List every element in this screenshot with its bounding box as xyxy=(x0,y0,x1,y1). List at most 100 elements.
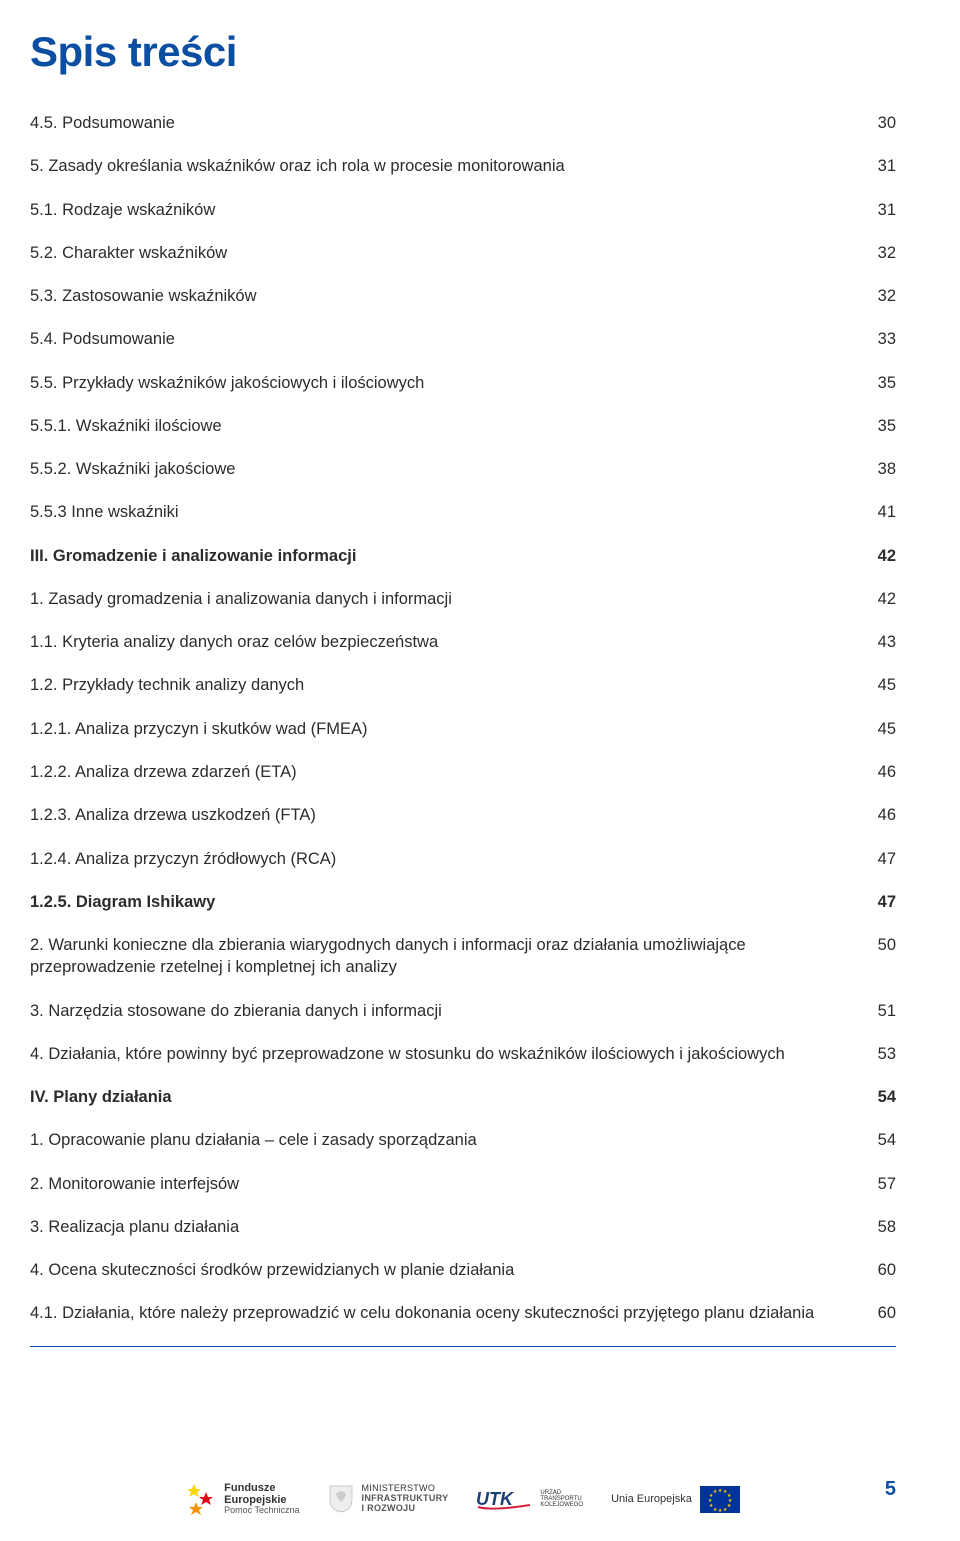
document-page: Spis treści 4.5. Podsumowanie305. Zasady… xyxy=(0,0,960,1541)
footer-logos-row: Fundusze Europejskie Pomoc Techniczna MI… xyxy=(30,1475,896,1523)
toc-row: 5.4. Podsumowanie33 xyxy=(30,328,896,350)
toc-page-number: 45 xyxy=(868,718,896,740)
toc-label: 1.2.2. Analiza drzewa zdarzeń (ETA) xyxy=(30,761,868,783)
eu-flag-icon: ★★★ ★★★ ★★★ ★★★ xyxy=(700,1486,740,1513)
toc-page-number: 43 xyxy=(868,631,896,653)
toc-label: 5.4. Podsumowanie xyxy=(30,328,868,350)
toc-label: 2. Warunki konieczne dla zbierania wiary… xyxy=(30,934,810,979)
toc-row: 5.5.1. Wskaźniki ilościowe35 xyxy=(30,415,896,437)
toc-row: 1. Opracowanie planu działania – cele i … xyxy=(30,1129,896,1151)
toc-page-number: 31 xyxy=(868,155,896,177)
page-title: Spis treści xyxy=(30,28,896,76)
toc-page-number: 47 xyxy=(868,848,896,870)
toc-page-number: 47 xyxy=(868,891,896,913)
toc-label: 1.2.3. Analiza drzewa uszkodzeń (FTA) xyxy=(30,804,868,826)
page-footer: Fundusze Europejskie Pomoc Techniczna MI… xyxy=(0,1475,960,1523)
toc-page-number: 42 xyxy=(868,545,896,567)
logo-unia-europejska: Unia Europejska ★★★ ★★★ ★★★ ★★★ xyxy=(611,1486,740,1513)
toc-label: 4.5. Podsumowanie xyxy=(30,112,868,134)
toc-row: 1.2. Przykłady technik analizy danych45 xyxy=(30,674,896,696)
toc-row: 4.1. Działania, które należy przeprowadz… xyxy=(30,1302,896,1324)
toc-label: 1.2.1. Analiza przyczyn i skutków wad (F… xyxy=(30,718,868,740)
toc-page-number: 42 xyxy=(868,588,896,610)
toc-page-number: 53 xyxy=(868,1043,896,1065)
utk-icon: UTK xyxy=(476,1487,532,1511)
toc-row: 3. Narzędzia stosowane do zbierania dany… xyxy=(30,1000,896,1022)
utk-line3: KOLEJOWEGO xyxy=(540,1502,583,1508)
toc-row: III. Gromadzenie i analizowanie informac… xyxy=(30,545,896,567)
toc-label: III. Gromadzenie i analizowanie informac… xyxy=(30,545,868,567)
toc-row: 1. Zasady gromadzenia i analizowania dan… xyxy=(30,588,896,610)
toc-label: 1.1. Kryteria analizy danych oraz celów … xyxy=(30,631,868,653)
toc-label: 5. Zasady określania wskaźników oraz ich… xyxy=(30,155,868,177)
toc-row: 5. Zasady określania wskaźników oraz ich… xyxy=(30,155,896,177)
toc-page-number: 58 xyxy=(868,1216,896,1238)
toc-label: 5.5.3 Inne wskaźniki xyxy=(30,501,868,523)
table-of-contents: 4.5. Podsumowanie305. Zasady określania … xyxy=(30,112,896,1325)
toc-page-number: 54 xyxy=(868,1129,896,1151)
toc-row: 5.1. Rodzaje wskaźników31 xyxy=(30,199,896,221)
toc-row: 1.1. Kryteria analizy danych oraz celów … xyxy=(30,631,896,653)
fe-line1: Fundusze xyxy=(224,1482,299,1494)
eu-label: Unia Europejska xyxy=(611,1493,692,1505)
toc-page-number: 60 xyxy=(868,1302,896,1324)
toc-label: 5.1. Rodzaje wskaźników xyxy=(30,199,868,221)
toc-row: 1.2.3. Analiza drzewa uszkodzeń (FTA)46 xyxy=(30,804,896,826)
logo-fundusze-europejskie: Fundusze Europejskie Pomoc Techniczna xyxy=(186,1482,299,1516)
toc-label: 2. Monitorowanie interfejsów xyxy=(30,1173,868,1195)
toc-page-number: 50 xyxy=(868,934,896,956)
fe-line3: Pomoc Techniczna xyxy=(224,1506,299,1516)
toc-page-number: 46 xyxy=(868,804,896,826)
footer-divider xyxy=(30,1346,896,1347)
toc-row: 2. Warunki konieczne dla zbierania wiary… xyxy=(30,934,896,979)
toc-page-number: 46 xyxy=(868,761,896,783)
ministry-line3: I ROZWOJU xyxy=(362,1504,449,1514)
toc-page-number: 32 xyxy=(868,242,896,264)
ministry-caption: MINISTERSTWO INFRASTRUKTURY I ROZWOJU xyxy=(362,1484,449,1514)
toc-row: 4.5. Podsumowanie30 xyxy=(30,112,896,134)
toc-row: 1.2.5. Diagram Ishikawy47 xyxy=(30,891,896,913)
toc-label: 1.2.5. Diagram Ishikawy xyxy=(30,891,868,913)
toc-row: 5.5. Przykłady wskaźników jakościowych i… xyxy=(30,372,896,394)
toc-page-number: 51 xyxy=(868,1000,896,1022)
toc-label: 5.3. Zastosowanie wskaźników xyxy=(30,285,868,307)
toc-page-number: 31 xyxy=(868,199,896,221)
toc-label: IV. Plany działania xyxy=(30,1086,868,1108)
toc-page-number: 45 xyxy=(868,674,896,696)
toc-row: 5.2. Charakter wskaźników32 xyxy=(30,242,896,264)
toc-label: 1. Opracowanie planu działania – cele i … xyxy=(30,1129,868,1151)
toc-row: 1.2.1. Analiza przyczyn i skutków wad (F… xyxy=(30,718,896,740)
logo-ministerstwo: MINISTERSTWO INFRASTRUKTURY I ROZWOJU xyxy=(328,1484,449,1514)
toc-label: 1.2. Przykłady technik analizy danych xyxy=(30,674,868,696)
svg-text:UTK: UTK xyxy=(476,1489,515,1509)
toc-page-number: 30 xyxy=(868,112,896,134)
toc-row: 5.3. Zastosowanie wskaźników32 xyxy=(30,285,896,307)
fe-caption: Fundusze Europejskie Pomoc Techniczna xyxy=(224,1482,299,1516)
toc-page-number: 35 xyxy=(868,372,896,394)
toc-label: 5.5.1. Wskaźniki ilościowe xyxy=(30,415,868,437)
toc-label: 5.5. Przykłady wskaźników jakościowych i… xyxy=(30,372,868,394)
toc-page-number: 41 xyxy=(868,501,896,523)
logo-utk: UTK URZĄD TRANSPORTU KOLEJOWEGO xyxy=(476,1487,583,1511)
toc-page-number: 60 xyxy=(868,1259,896,1281)
toc-row: 5.5.3 Inne wskaźniki41 xyxy=(30,501,896,523)
page-number: 5 xyxy=(885,1478,896,1501)
toc-page-number: 54 xyxy=(868,1086,896,1108)
toc-label: 4. Ocena skuteczności środków przewidzia… xyxy=(30,1259,868,1281)
toc-page-number: 38 xyxy=(868,458,896,480)
toc-label: 1.2.4. Analiza przyczyn źródłowych (RCA) xyxy=(30,848,868,870)
toc-row: IV. Plany działania54 xyxy=(30,1086,896,1108)
toc-page-number: 32 xyxy=(868,285,896,307)
utk-caption: URZĄD TRANSPORTU KOLEJOWEGO xyxy=(540,1490,583,1509)
toc-row: 2. Monitorowanie interfejsów57 xyxy=(30,1173,896,1195)
toc-row: 1.2.4. Analiza przyczyn źródłowych (RCA)… xyxy=(30,848,896,870)
toc-label: 5.5.2. Wskaźniki jakościowe xyxy=(30,458,868,480)
toc-row: 5.5.2. Wskaźniki jakościowe38 xyxy=(30,458,896,480)
toc-page-number: 57 xyxy=(868,1173,896,1195)
toc-label: 4.1. Działania, które należy przeprowadz… xyxy=(30,1302,868,1324)
toc-label: 4. Działania, które powinny być przeprow… xyxy=(30,1043,868,1065)
toc-row: 4. Ocena skuteczności środków przewidzia… xyxy=(30,1259,896,1281)
toc-row: 4. Działania, które powinny być przeprow… xyxy=(30,1043,896,1065)
toc-page-number: 33 xyxy=(868,328,896,350)
toc-label: 3. Narzędzia stosowane do zbierania dany… xyxy=(30,1000,868,1022)
